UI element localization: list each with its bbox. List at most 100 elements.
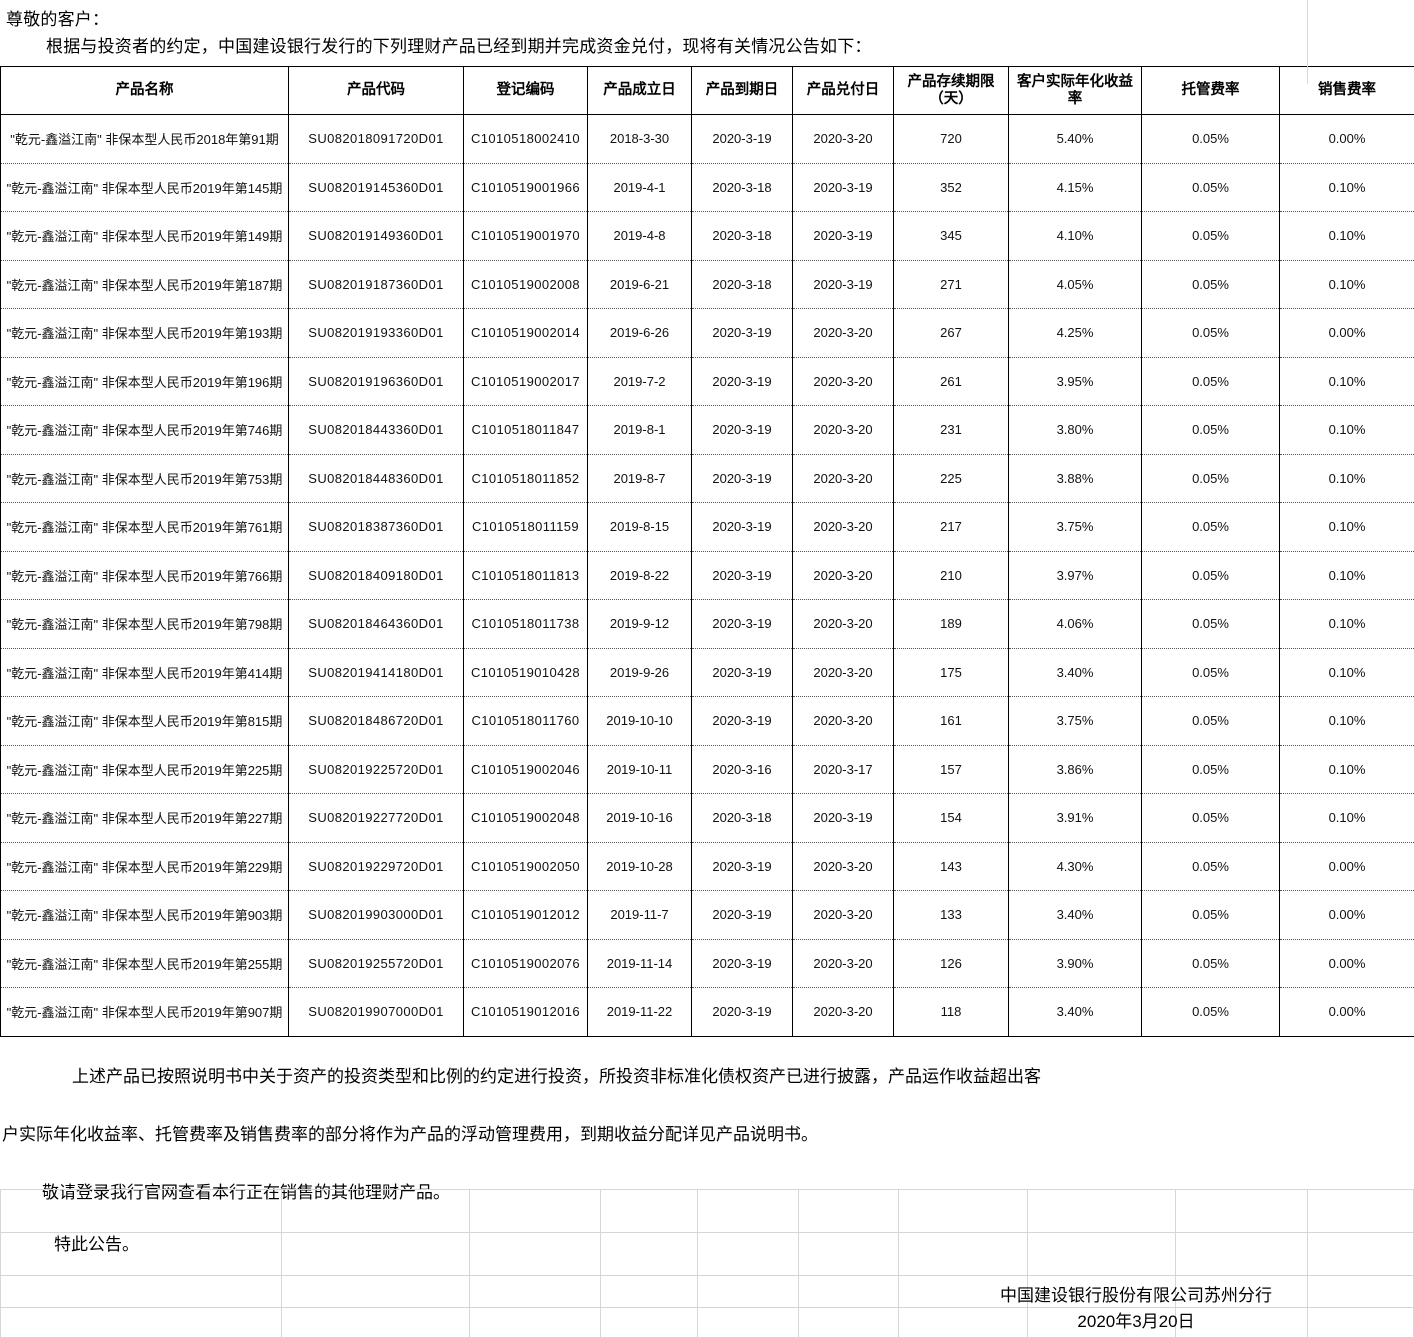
registration-code-cell: C1010518011159 [463,502,588,552]
custody-fee-cell: 0.05% [1141,890,1280,940]
sales-fee-cell: 0.10% [1279,356,1414,406]
product-code-cell: SU082018387360D01 [288,502,464,552]
registration-code-cell: C1010519001970 [463,211,588,261]
product-code-cell: SU082018091720D01 [288,114,464,164]
sales-fee-cell: 0.00% [1279,308,1414,358]
product-code-cell: SU082019225720D01 [288,744,464,794]
custody-fee-cell: 0.05% [1141,987,1280,1037]
duration-cell: 267 [893,308,1009,358]
registration-code-cell: C1010519012012 [463,890,588,940]
payment-date-cell: 2020-3-20 [792,114,894,164]
sales-fee-cell: 0.00% [1279,841,1414,891]
footer-paragraph-2: 户实际年化收益率、托管费率及销售费率的部分将作为产品的浮动管理费用，到期收益分配… [2,1124,818,1144]
custody-fee-cell: 0.05% [1141,841,1280,891]
registration-code-cell: C1010518011738 [463,599,588,649]
yield-cell: 3.91% [1008,793,1142,843]
product-name-cell: "乾元-鑫溢江南" 非保本型人民币2019年第227期 [0,793,289,843]
established-date-cell: 2019-10-16 [587,793,692,843]
product-name-cell: "乾元-鑫溢江南" 非保本型人民币2019年第907期 [0,987,289,1037]
yield-cell: 3.40% [1008,647,1142,697]
registration-code-cell: C1010518011760 [463,696,588,746]
table-row: "乾元-鑫溢江南" 非保本型人民币2019年第193期 SU08201919336… [0,308,1414,358]
maturity-date-cell: 2020-3-16 [691,744,793,794]
payment-date-cell: 2020-3-20 [792,938,894,988]
product-code-cell: SU082018409180D01 [288,550,464,600]
yield-cell: 4.05% [1008,259,1142,309]
table-row: "乾元-鑫溢江南" 非保本型人民币2019年第753期 SU08201844836… [0,453,1414,503]
duration-header-line2: （天） [929,90,973,107]
sales-fee-cell: 0.10% [1279,259,1414,309]
product-name-cell: "乾元-鑫溢江南" 非保本型人民币2019年第225期 [0,744,289,794]
duration-cell: 133 [893,890,1009,940]
custody-fee-cell: 0.05% [1141,647,1280,697]
maturity-date-cell: 2020-3-19 [691,356,793,406]
column-header-product-name: 产品名称 [0,66,289,115]
maturity-date-cell: 2020-3-19 [691,599,793,649]
product-code-cell: SU082018443360D01 [288,405,464,455]
maturity-date-cell: 2020-3-19 [691,405,793,455]
established-date-cell: 2019-8-15 [587,502,692,552]
registration-code-cell: C1010519012016 [463,987,588,1037]
product-name-cell: "乾元-鑫溢江南" 非保本型人民币2019年第761期 [0,502,289,552]
established-date-cell: 2019-7-2 [587,356,692,406]
custody-fee-cell: 0.05% [1141,599,1280,649]
sales-fee-cell: 0.10% [1279,793,1414,843]
duration-cell: 126 [893,938,1009,988]
yield-cell: 3.88% [1008,453,1142,503]
yield-cell: 3.40% [1008,987,1142,1037]
payment-date-cell: 2020-3-20 [792,696,894,746]
product-code-cell: SU082019907000D01 [288,987,464,1037]
duration-cell: 118 [893,987,1009,1037]
footer-paragraph-1: 上述产品已按照说明书中关于资产的投资类型和比例的约定进行投资，所投资非标准化债权… [72,1066,1041,1086]
established-date-cell: 2019-6-21 [587,259,692,309]
column-header-yield: 客户实际年化收益 率 [1008,66,1142,115]
product-name-cell: "乾元-鑫溢江南" 非保本型人民币2019年第903期 [0,890,289,940]
registration-code-cell: C1010519002076 [463,938,588,988]
product-name-cell: "乾元-鑫溢江南" 非保本型人民币2019年第196期 [0,356,289,406]
maturity-date-cell: 2020-3-19 [691,308,793,358]
duration-cell: 210 [893,550,1009,600]
maturity-date-cell: 2020-3-19 [691,696,793,746]
table-body: "乾元-鑫溢江南" 非保本型人民币2018年第91期 SU082018091720… [0,114,1414,1037]
custody-fee-cell: 0.05% [1141,550,1280,600]
table-row: "乾元-鑫溢江南" 非保本型人民币2019年第766期 SU08201840918… [0,550,1414,600]
product-code-cell: SU082019227720D01 [288,793,464,843]
sales-fee-cell: 0.10% [1279,502,1414,552]
custody-fee-cell: 0.05% [1141,696,1280,746]
maturity-date-cell: 2020-3-19 [691,987,793,1037]
sales-fee-cell: 0.10% [1279,405,1414,455]
intro-block: 尊敬的客户： 根据与投资者的约定，中国建设银行发行的下列理财产品已经到期并完成资… [0,0,1414,60]
sales-fee-cell: 0.10% [1279,599,1414,649]
product-code-cell: SU082019187360D01 [288,259,464,309]
custody-fee-cell: 0.05% [1141,308,1280,358]
column-header-sales-fee: 销售费率 [1279,66,1414,115]
maturity-date-cell: 2020-3-19 [691,890,793,940]
product-code-cell: SU082019145360D01 [288,162,464,212]
column-header-product-code: 产品代码 [288,66,464,115]
yield-header-line1: 客户实际年化收益 [1017,73,1133,90]
sales-fee-cell: 0.10% [1279,453,1414,503]
maturity-date-cell: 2020-3-19 [691,453,793,503]
product-code-cell: SU082019229720D01 [288,841,464,891]
table-row: "乾元-鑫溢江南" 非保本型人民币2019年第255期 SU08201925572… [0,938,1414,988]
table-row: "乾元-鑫溢江南" 非保本型人民币2019年第196期 SU08201919636… [0,356,1414,406]
column-header-registration-code: 登记编码 [463,66,588,115]
table-row: "乾元-鑫溢江南" 非保本型人民币2019年第229期 SU08201922972… [0,841,1414,891]
maturity-date-cell: 2020-3-18 [691,793,793,843]
established-date-cell: 2019-10-11 [587,744,692,794]
duration-cell: 154 [893,793,1009,843]
custody-fee-cell: 0.05% [1141,114,1280,164]
sales-fee-cell: 0.10% [1279,550,1414,600]
duration-cell: 175 [893,647,1009,697]
registration-code-cell: C1010519002046 [463,744,588,794]
payment-date-cell: 2020-3-20 [792,550,894,600]
custody-fee-cell: 0.05% [1141,938,1280,988]
column-header-custody-fee: 托管费率 [1141,66,1280,115]
yield-cell: 3.86% [1008,744,1142,794]
duration-cell: 189 [893,599,1009,649]
registration-code-cell: C1010519010428 [463,647,588,697]
maturity-date-cell: 2020-3-19 [691,550,793,600]
column-header-established-date: 产品成立日 [587,66,692,115]
product-name-cell: "乾元-鑫溢江南" 非保本型人民币2019年第798期 [0,599,289,649]
footer-paragraph-4: 特此公告。 [54,1234,139,1254]
